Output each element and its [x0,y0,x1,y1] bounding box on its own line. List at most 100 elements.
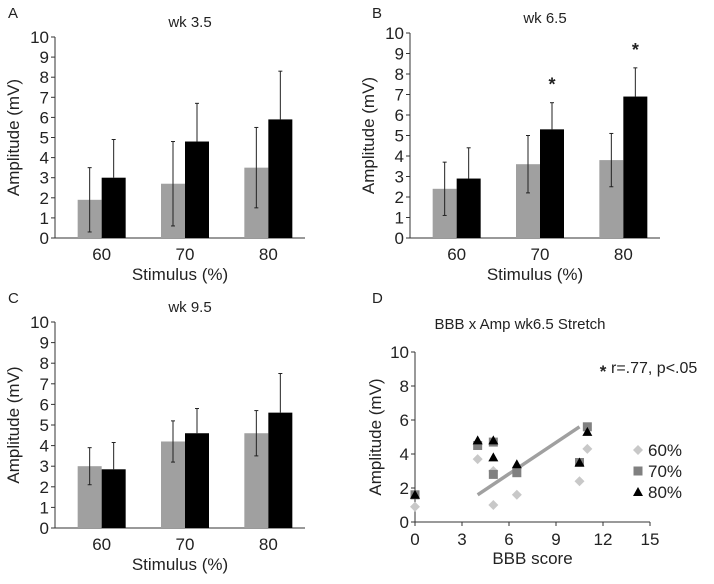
y-tick-label: 8 [400,377,409,396]
y-tick-label: 0 [40,229,49,248]
y-tick-label: 2 [40,189,49,208]
y-tick-label: 10 [390,343,409,362]
point-diamond [488,500,499,510]
point-triangle [488,452,499,462]
bar-black [268,412,293,528]
y-tick-label: 10 [30,313,49,332]
point-triangle [574,457,585,467]
bar-black [185,141,209,238]
bar-black [268,119,293,238]
y-axis-label: Amplitude (mV) [366,378,385,495]
chart-title: BBB x Amp wk6.5 Stretch [435,316,606,333]
legend-label: 60% [648,441,682,460]
y-tick-label: 6 [400,411,409,430]
y-tick-label: 4 [395,147,404,166]
x-axis-label: BBB score [492,549,572,568]
point-triangle [582,426,593,436]
y-tick-label: 9 [40,48,49,67]
point-triangle [511,459,522,469]
panel-label: B [372,5,382,22]
y-axis-label: Amplitude (mV) [4,79,23,196]
legend-marker-diamond [633,445,643,455]
x-tick-label: 70 [176,535,195,554]
x-tick-label: 80 [259,245,278,264]
point-square [473,441,483,450]
y-tick-label: 5 [40,129,49,148]
point-square [512,468,522,478]
point-square [488,469,498,479]
y-tick-label: 5 [395,127,404,146]
panel-label: C [8,290,19,307]
point-diamond [410,501,420,512]
x-tick-label: 60 [92,245,111,264]
significance-star: * [600,362,607,381]
bar-gray [244,433,269,528]
x-tick-label: 12 [594,530,613,549]
y-tick-label: 5 [40,416,49,435]
panel-label: D [372,290,383,307]
bar-black [623,96,648,238]
y-tick-label: 10 [385,24,404,43]
y-tick-label: 8 [40,68,49,87]
y-tick-label: 8 [395,65,404,84]
y-tick-label: 0 [400,513,409,532]
point-triangle [488,435,499,445]
x-axis-label: Stimulus (%) [132,555,228,574]
legend-marker-square [633,466,643,476]
point-diamond [472,454,483,465]
bar-black [101,469,126,528]
x-tick-label: 3 [457,530,466,549]
x-tick-label: 70 [176,245,195,264]
y-tick-label: 9 [40,334,49,353]
y-tick-label: 7 [40,375,49,394]
point-triangle [410,489,420,499]
x-tick-label: 15 [641,530,660,549]
y-tick-label: 6 [395,106,404,125]
point-triangle [472,435,483,445]
bar-black [185,433,209,528]
y-tick-label: 1 [40,209,49,228]
point-diamond [574,476,585,487]
y-tick-label: 0 [395,229,404,248]
x-tick-label: 60 [92,535,111,554]
bar-black [540,129,564,238]
chart-title: wk 9.5 [167,299,211,316]
x-tick-label: 70 [531,245,550,264]
correlation-annotation: r=.77, p<.05 [611,360,697,377]
bar-black [456,178,481,238]
y-tick-label: 6 [40,395,49,414]
y-tick-label: 8 [40,354,49,373]
significance-star: * [548,75,555,95]
x-tick-label: 80 [614,245,633,264]
y-tick-label: 1 [40,498,49,517]
x-tick-label: 80 [259,535,278,554]
x-tick-label: 6 [504,530,513,549]
y-tick-label: 2 [400,479,409,498]
trendline [476,425,581,497]
chart-title: wk 3.5 [167,14,211,31]
x-axis-label: Stimulus (%) [132,265,228,284]
point-diamond [511,489,522,500]
chart-title: wk 6.5 [522,10,566,27]
y-tick-label: 0 [40,519,49,538]
y-tick-label: 3 [395,168,404,187]
y-tick-label: 3 [40,169,49,188]
x-tick-label: 9 [551,530,560,549]
point-square [582,422,592,432]
y-tick-label: 2 [395,188,404,207]
legend-label: 70% [648,462,682,481]
y-tick-label: 2 [40,478,49,497]
y-tick-label: 10 [30,28,49,47]
significance-star: * [632,40,639,60]
y-tick-label: 4 [40,437,49,456]
y-axis-label: Amplitude (mV) [359,77,378,194]
y-tick-label: 4 [40,149,49,168]
y-tick-label: 4 [400,445,409,464]
panel-label: A [8,5,18,22]
y-axis-label: Amplitude (mV) [4,366,23,483]
x-tick-label: 60 [447,245,466,264]
y-tick-label: 3 [40,457,49,476]
x-axis-label: Stimulus (%) [487,265,583,284]
y-tick-label: 9 [395,45,404,64]
